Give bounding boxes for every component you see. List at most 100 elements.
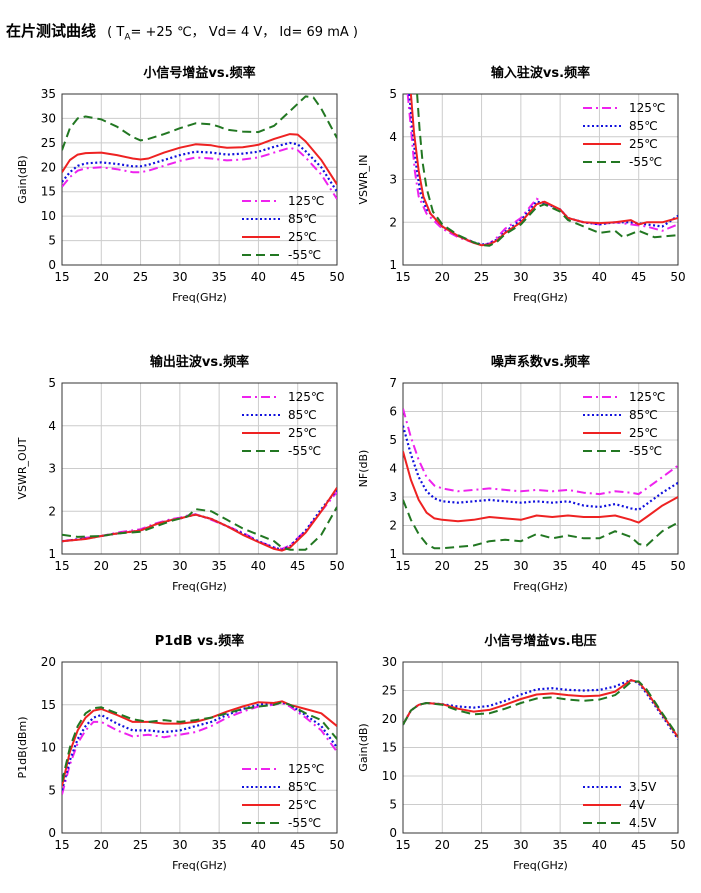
x-tick-label: 15 [395,270,410,284]
y-axis-label: VSWR_OUT [16,437,29,499]
legend-label: -55℃ [629,155,662,169]
y-tick-label: 5 [389,87,397,101]
y-tick-label: 3 [389,490,397,504]
legend-label: 25℃ [288,798,317,812]
x-tick-label: 15 [54,270,69,284]
series-line [62,701,337,791]
y-axis-label: Gain(dB) [357,723,370,771]
y-tick-label: 10 [382,769,397,783]
y-tick-label: 4 [48,419,56,433]
y-tick-label: 30 [382,655,397,669]
y-tick-label: 5 [389,798,397,812]
y-tick-label: 5 [48,234,56,248]
legend-label: 85℃ [288,780,317,794]
series-line [62,146,337,200]
x-tick-label: 25 [133,559,148,573]
x-tick-label: 20 [435,559,450,573]
x-axis-label: Freq(GHz) [172,859,227,872]
legend-label: 4.5V [629,816,657,830]
chart-title: 小信号增益vs.频率 [143,65,255,81]
y-tick-label: 3 [389,173,397,187]
x-tick-label: 30 [513,270,528,284]
y-tick-label: 25 [382,684,397,698]
y-tick-label: 1 [48,547,56,561]
y-tick-label: 3 [48,462,56,476]
x-tick-label: 25 [133,838,148,852]
x-tick-label: 35 [212,559,227,573]
x-tick-label: 45 [290,838,305,852]
x-tick-label: 35 [553,270,568,284]
x-tick-label: 40 [592,559,607,573]
x-tick-label: 25 [133,270,148,284]
series-line [62,95,337,151]
series-line [62,700,337,787]
chart-6: 小信号增益vs.电压 15 20 25 30 35 40 45 50 0 5 10 15 20 25 30 Fr… [357,633,686,872]
y-tick-label: 7 [389,376,397,390]
legend-label: 125℃ [629,390,665,404]
plot-frame [402,382,679,555]
x-axis-label: Freq(GHz) [513,291,568,304]
x-tick-label: 25 [474,270,489,284]
x-tick-label: 40 [592,270,607,284]
page-title-main: 在片测试曲线 [6,22,97,40]
legend-label: 85℃ [629,119,658,133]
x-tick-label: 20 [94,559,109,573]
legend-label: 25℃ [288,230,317,244]
x-tick-label: 30 [172,838,187,852]
plot-frame [402,661,679,834]
x-tick-label: 15 [54,838,69,852]
x-tick-label: 20 [94,270,109,284]
x-tick-label: 35 [553,559,568,573]
y-tick-label: 10 [41,741,56,755]
x-tick-label: 50 [329,270,344,284]
x-tick-label: 15 [54,559,69,573]
series-line [62,141,337,193]
series-line [62,506,337,551]
y-tick-label: 6 [389,405,397,419]
chart-title: 噪声系数vs.频率 [491,354,590,370]
x-tick-label: 20 [94,838,109,852]
legend-label: -55℃ [288,816,321,830]
test-conditions-open: ( T [107,25,125,40]
x-tick-label: 50 [329,838,344,852]
y-tick-label: 0 [48,826,56,840]
plot-frame [402,93,679,266]
y-tick-label: 4 [389,462,397,476]
series-line [62,487,337,552]
x-tick-label: 30 [172,559,187,573]
y-tick-label: 5 [48,376,56,390]
x-tick-label: 20 [435,270,450,284]
test-conditions-subscript: A [124,32,131,43]
y-tick-label: 0 [48,258,56,272]
y-tick-label: 5 [389,433,397,447]
y-axis-label: P1dB(dBm) [16,717,29,779]
legend-label: 125℃ [629,101,665,115]
x-tick-label: 50 [329,559,344,573]
x-axis-label: Freq(GHz) [513,859,568,872]
legend-label: 3.5V [629,780,657,794]
x-tick-label: 40 [251,270,266,284]
x-tick-label: 30 [172,270,187,284]
x-tick-label: 40 [592,838,607,852]
x-tick-label: 20 [435,838,450,852]
test-conditions: ( TA= +25 ℃， Vd= 4 V， Id= 69 mA ) [107,25,358,43]
y-tick-label: 15 [41,185,56,199]
legend-label: -55℃ [629,444,662,458]
y-tick-label: 0 [389,826,397,840]
y-tick-label: 5 [48,783,56,797]
x-tick-label: 30 [513,838,528,852]
x-tick-label: 45 [631,270,646,284]
series-line [416,94,678,247]
y-tick-label: 10 [41,209,56,223]
plot-frame [61,93,338,266]
y-tick-label: 15 [41,698,56,712]
x-tick-label: 50 [670,838,685,852]
legend-label: 85℃ [288,408,317,422]
y-axis-label: Gain(dB) [16,155,29,203]
legend-label: 125℃ [288,390,324,404]
y-tick-label: 1 [389,258,397,272]
y-tick-label: 25 [41,136,56,150]
x-tick-label: 45 [631,559,646,573]
